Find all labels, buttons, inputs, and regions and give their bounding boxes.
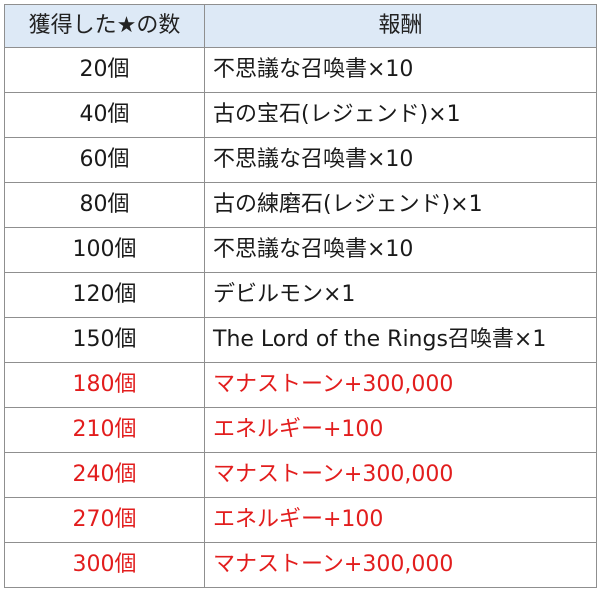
reward-cell: 不思議な召喚書×10 (204, 227, 597, 273)
table-row: 120個 デビルモン×1 (4, 272, 597, 318)
star-count-cell: 20個 (4, 47, 205, 93)
reward-cell: デビルモン×1 (204, 272, 597, 318)
star-count-cell: 40個 (4, 92, 205, 138)
star-count-cell: 60個 (4, 137, 205, 183)
table-row: 40個 古の宝石(レジェンド)×1 (4, 92, 597, 138)
star-count-cell: 240個 (4, 452, 205, 498)
header-row: 獲得した★の数 報酬 (4, 4, 597, 48)
star-count-cell: 270個 (4, 497, 205, 543)
reward-cell: マナストーン+300,000 (204, 542, 597, 588)
table-row: 80個 古の練磨石(レジェンド)×1 (4, 182, 597, 228)
star-count-cell: 80個 (4, 182, 205, 228)
reward-cell: 古の練磨石(レジェンド)×1 (204, 182, 597, 228)
header-stars: 獲得した★の数 (4, 4, 205, 48)
reward-cell: マナストーン+300,000 (204, 362, 597, 408)
reward-cell: 不思議な召喚書×10 (204, 137, 597, 183)
table-row: 270個 エネルギー+100 (4, 497, 597, 543)
star-count-cell: 210個 (4, 407, 205, 453)
header-reward: 報酬 (204, 4, 597, 48)
star-count-cell: 300個 (4, 542, 205, 588)
table-row: 180個 マナストーン+300,000 (4, 362, 597, 408)
rewards-body: 20個 不思議な召喚書×10 40個 古の宝石(レジェンド)×1 60個 不思議な召喚書×… (4, 47, 597, 588)
rewards-table: 獲得した★の数 報酬 20個 不思議な召喚書×10 40個 古の宝石(レジェンド)×1… (4, 4, 597, 588)
table-row: 150個 The Lord of the Rings召喚書×1 (4, 317, 597, 363)
reward-cell: 古の宝石(レジェンド)×1 (204, 92, 597, 138)
reward-cell: エネルギー+100 (204, 407, 597, 453)
star-count-cell: 150個 (4, 317, 205, 363)
star-count-cell: 120個 (4, 272, 205, 318)
table-row: 210個 エネルギー+100 (4, 407, 597, 453)
table-row: 20個 不思議な召喚書×10 (4, 47, 597, 93)
star-count-cell: 100個 (4, 227, 205, 273)
reward-cell: エネルギー+100 (204, 497, 597, 543)
reward-cell: 不思議な召喚書×10 (204, 47, 597, 93)
star-count-cell: 180個 (4, 362, 205, 408)
reward-cell: マナストーン+300,000 (204, 452, 597, 498)
table-row: 300個 マナストーン+300,000 (4, 542, 597, 588)
table-row: 240個 マナストーン+300,000 (4, 452, 597, 498)
table-row: 60個 不思議な召喚書×10 (4, 137, 597, 183)
table-row: 100個 不思議な召喚書×10 (4, 227, 597, 273)
reward-cell: The Lord of the Rings召喚書×1 (204, 317, 597, 363)
